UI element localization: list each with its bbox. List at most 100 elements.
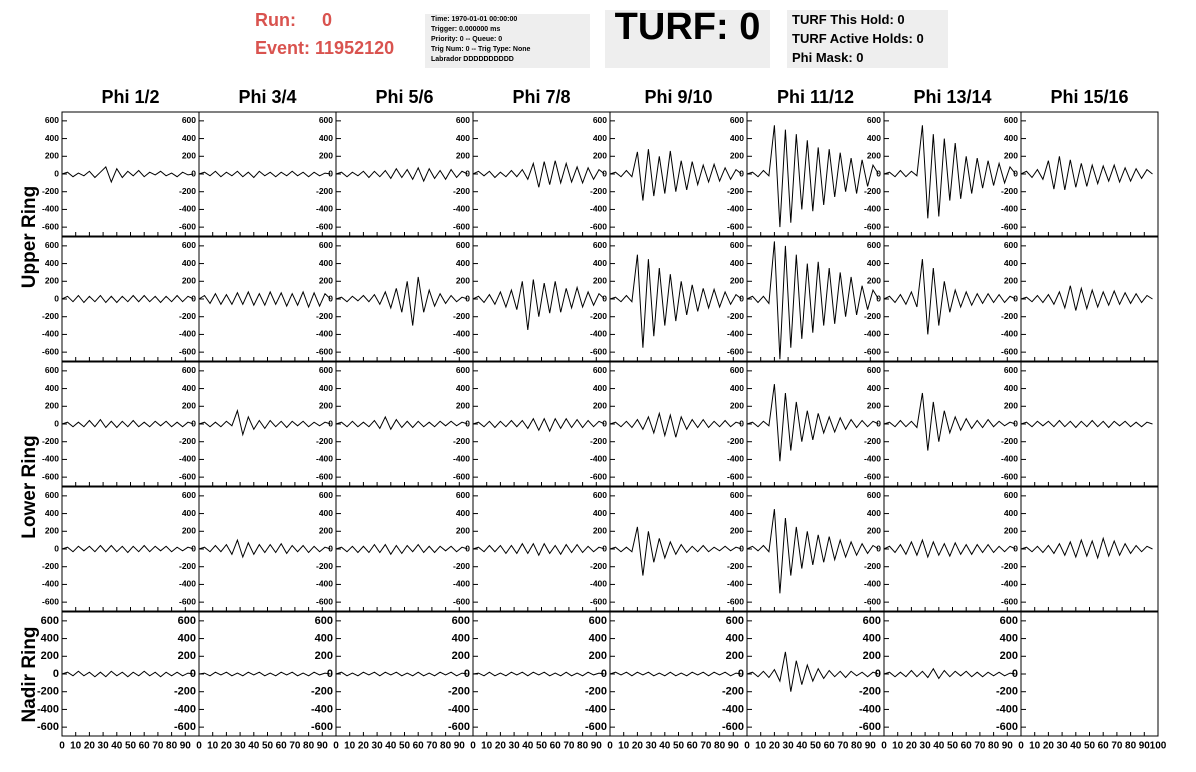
y-tick-label: 0 <box>465 293 470 303</box>
x-tick-label: 10 <box>755 741 767 752</box>
x-tick-label: 10 <box>207 741 219 752</box>
y-tick-label: -400 <box>590 579 607 589</box>
x-tick-label: 20 <box>495 741 507 752</box>
x-tick-label: 30 <box>920 741 932 752</box>
y-tick-label: -400 <box>727 329 744 339</box>
y-tick-label: 200 <box>456 151 470 161</box>
y-tick-label: -400 <box>864 454 881 464</box>
y-tick-label: 400 <box>726 632 744 644</box>
y-tick-label: -400 <box>996 703 1018 715</box>
y-tick-label: 0 <box>601 668 607 680</box>
waveform <box>61 544 194 554</box>
y-tick-label: 600 <box>45 490 59 500</box>
info-box: Time: 1970-01-01 00:00:00 Trigger: 0.000… <box>425 14 590 68</box>
y-tick-label: 200 <box>456 401 470 411</box>
x-tick-label: 50 <box>536 741 548 752</box>
event: 11952120 <box>315 38 395 58</box>
column-header: Phi 11/12 <box>777 87 854 107</box>
y-tick-label: 600 <box>593 490 607 500</box>
y-tick-label: 200 <box>456 276 470 286</box>
y-tick-label: -200 <box>727 186 744 196</box>
y-tick-label: -400 <box>316 329 333 339</box>
y-tick-label: -600 <box>453 471 470 481</box>
y-tick-label: 600 <box>1004 490 1018 500</box>
waveform <box>609 254 742 348</box>
y-tick-label: 0 <box>54 293 59 303</box>
panel-frame <box>609 361 748 487</box>
y-tick-label: -200 <box>37 686 59 698</box>
x-tick-label: 90 <box>1139 741 1151 752</box>
y-tick-label: 600 <box>593 240 607 250</box>
y-tick-label: -600 <box>42 596 59 606</box>
x-tick-label: 50 <box>125 741 137 752</box>
y-tick-label: -200 <box>179 436 196 446</box>
x-tick-label: 10 <box>1029 741 1041 752</box>
waveform <box>883 259 1016 335</box>
waveform <box>746 651 879 692</box>
x-tick-label: 90 <box>180 741 192 752</box>
row-label: Upper Ring <box>19 186 40 288</box>
y-tick-label: 400 <box>456 133 470 143</box>
x-tick-label: 20 <box>632 741 644 752</box>
column-header: Phi 15/16 <box>1050 87 1128 107</box>
x-tick-label: 70 <box>837 741 849 752</box>
y-tick-label: -600 <box>727 346 744 356</box>
x-tick-label: 10 <box>70 741 82 752</box>
y-tick-label: 200 <box>1004 526 1018 536</box>
y-tick-label: -600 <box>179 346 196 356</box>
y-tick-label: 0 <box>1013 543 1018 553</box>
y-tick-label: 200 <box>452 650 470 662</box>
y-tick-label: -600 <box>42 346 59 356</box>
y-tick-label: -400 <box>174 703 196 715</box>
y-tick-label: -600 <box>864 346 881 356</box>
x-tick-label: 50 <box>262 741 274 752</box>
y-tick-label: 200 <box>319 151 333 161</box>
y-tick-label: -600 <box>727 471 744 481</box>
y-tick-label: 400 <box>589 632 607 644</box>
x-tick-label: 40 <box>385 741 397 752</box>
y-tick-label: -200 <box>42 436 59 446</box>
turf-info-line: TURF This Hold: 0 <box>792 12 905 27</box>
y-tick-label: 0 <box>876 418 881 428</box>
x-tick-label: 20 <box>221 741 233 752</box>
y-tick-label: 600 <box>178 615 196 627</box>
turf-info-line: TURF Active Holds: 0 <box>792 31 924 46</box>
y-tick-label: 600 <box>867 490 881 500</box>
y-tick-label: -200 <box>722 686 744 698</box>
y-tick-label: 200 <box>178 650 196 662</box>
y-tick-label: -200 <box>864 311 881 321</box>
waveform <box>472 542 605 557</box>
y-tick-label: -200 <box>316 561 333 571</box>
column-header: Phi 13/14 <box>913 87 991 107</box>
x-tick-label: 60 <box>961 741 973 752</box>
y-tick-label: 400 <box>182 383 196 393</box>
info-line: Time: 1970-01-01 00:00:00 <box>431 16 518 23</box>
x-tick-label: 40 <box>796 741 808 752</box>
y-tick-label: 0 <box>191 543 196 553</box>
y-tick-label: 200 <box>45 151 59 161</box>
waveform <box>746 241 879 360</box>
x-tick-label: 90 <box>317 741 329 752</box>
x-tick-label: 30 <box>372 741 384 752</box>
y-tick-label: 400 <box>182 508 196 518</box>
x-tick-label: 60 <box>276 741 288 752</box>
waveform <box>61 294 194 304</box>
y-tick-label: -600 <box>453 596 470 606</box>
y-tick-label: -400 <box>179 579 196 589</box>
waveform <box>335 166 468 183</box>
y-tick-label: 200 <box>730 151 744 161</box>
waveform <box>746 384 879 462</box>
y-tick-label: -200 <box>179 186 196 196</box>
y-tick-label: -600 <box>42 471 59 481</box>
y-tick-label: 400 <box>452 632 470 644</box>
x-tick-label: 60 <box>413 741 425 752</box>
y-tick-label: 600 <box>1004 365 1018 375</box>
y-tick-label: -200 <box>590 311 607 321</box>
y-tick-label: 0 <box>191 168 196 178</box>
y-tick-label: 600 <box>1000 615 1018 627</box>
y-tick-label: -200 <box>1001 186 1018 196</box>
y-tick-label: -600 <box>42 221 59 231</box>
y-tick-label: 400 <box>867 508 881 518</box>
y-tick-label: 0 <box>54 168 59 178</box>
y-tick-label: 600 <box>45 240 59 250</box>
